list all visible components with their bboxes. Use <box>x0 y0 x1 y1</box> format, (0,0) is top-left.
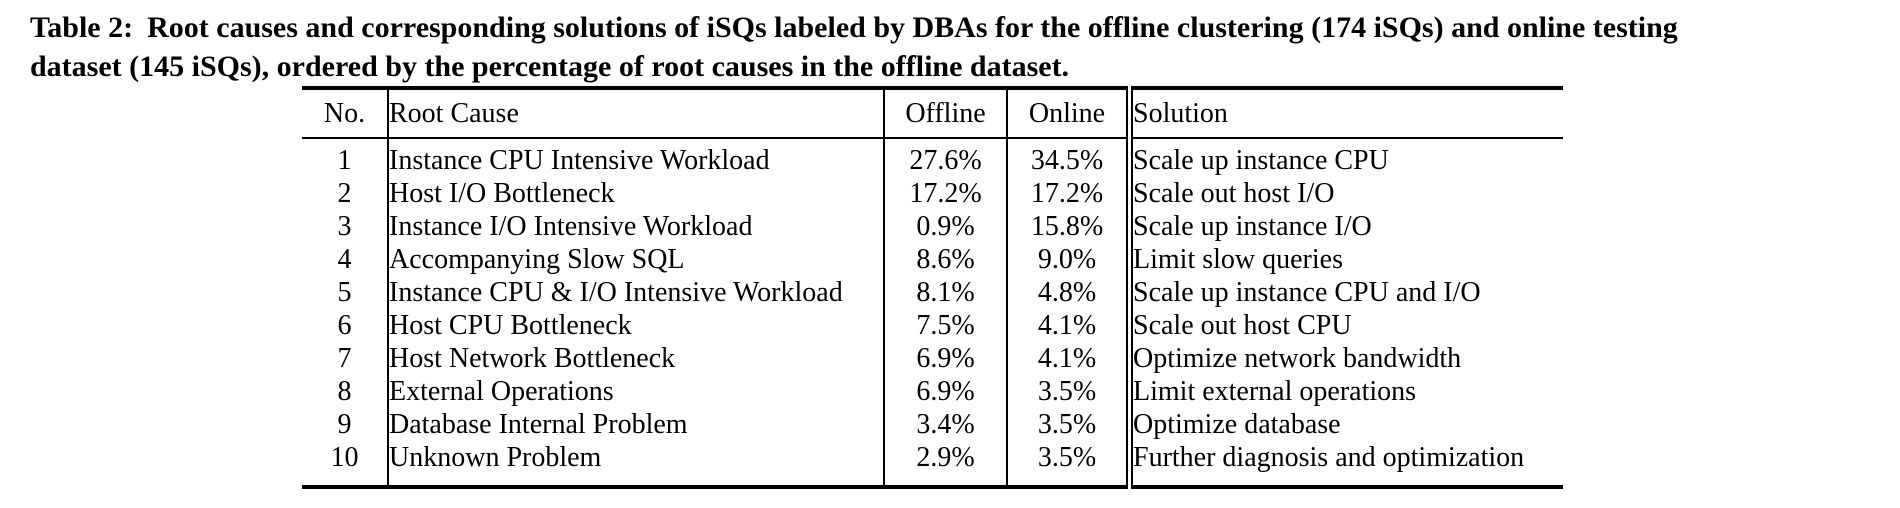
table-row: 8 External Operations 6.9% 3.5% Limit ex… <box>302 375 1563 408</box>
cell-solution: Limit external operations <box>1133 376 1417 407</box>
cell-solution: Further diagnosis and optimization <box>1133 442 1525 473</box>
cell-solution: Limit slow queries <box>1133 244 1343 275</box>
cell-solution: Scale out host I/O <box>1133 178 1335 209</box>
cell-online: 3.5% <box>1007 375 1133 408</box>
cell-online: 4.1% <box>1007 342 1133 375</box>
header-offline: Offline <box>884 88 1008 139</box>
cell-root-cause: Database Internal Problem <box>388 408 885 441</box>
table-header: No. Root Cause Offline Online Solution <box>302 88 1563 139</box>
cell-offline: 6.9% <box>884 375 1008 408</box>
cell-no: 4 <box>302 243 389 276</box>
table-caption: Table 2: Root causes and corresponding so… <box>30 8 1678 86</box>
table-row: 6 Host CPU Bottleneck 7.5% 4.1% Scale ou… <box>302 309 1563 342</box>
cell-online: 17.2% <box>1007 177 1133 210</box>
cell-online: 4.8% <box>1007 276 1133 309</box>
cell-solution: Scale up instance CPU <box>1133 145 1389 176</box>
cell-online: 3.5% <box>1007 441 1133 487</box>
cell-root-cause: Instance CPU Intensive Workload <box>388 138 885 177</box>
cell-no: 5 <box>302 276 389 309</box>
cell-solution: Scale up instance CPU and I/O <box>1133 277 1481 308</box>
caption-line-2: dataset (145 iSQs), ordered by the perce… <box>30 50 1070 83</box>
cell-offline: 8.1% <box>884 276 1008 309</box>
cell-no: 1 <box>302 138 389 177</box>
header-row: No. Root Cause Offline Online Solution <box>302 88 1563 139</box>
cell-online: 3.5% <box>1007 408 1133 441</box>
root-cause-solution-table: No. Root Cause Offline Online Solution 1… <box>302 86 1563 489</box>
table-row: 10 Unknown Problem 2.9% 3.5% Further dia… <box>302 441 1563 487</box>
cell-offline: 17.2% <box>884 177 1008 210</box>
cell-root-cause: Accompanying Slow SQL <box>388 243 885 276</box>
table-row: 9 Database Internal Problem 3.4% 3.5% Op… <box>302 408 1563 441</box>
cell-offline: 0.9% <box>884 210 1008 243</box>
cell-offline: 2.9% <box>884 441 1008 487</box>
cell-no: 10 <box>302 441 389 487</box>
cell-online: 9.0% <box>1007 243 1133 276</box>
cell-offline: 7.5% <box>884 309 1008 342</box>
cell-offline: 6.9% <box>884 342 1008 375</box>
caption-text-1: Root causes and corresponding solutions … <box>147 11 1678 44</box>
cell-solution: Optimize database <box>1133 409 1341 440</box>
cell-root-cause: Instance CPU & I/O Intensive Workload <box>388 276 885 309</box>
cell-online: 4.1% <box>1007 309 1133 342</box>
header-online: Online <box>1007 88 1133 139</box>
table-row: 1 Instance CPU Intensive Workload 27.6% … <box>302 138 1563 177</box>
table-row: 2 Host I/O Bottleneck 17.2% 17.2% Scale … <box>302 177 1563 210</box>
table-row: 7 Host Network Bottleneck 6.9% 4.1% Opti… <box>302 342 1563 375</box>
cell-online: 34.5% <box>1007 138 1133 177</box>
header-no: No. <box>302 88 389 139</box>
caption-label: Table 2: <box>30 11 134 44</box>
cell-online: 15.8% <box>1007 210 1133 243</box>
header-solution: Solution <box>1129 88 1563 139</box>
cell-offline: 27.6% <box>884 138 1008 177</box>
cell-offline: 8.6% <box>884 243 1008 276</box>
cell-no: 2 <box>302 177 389 210</box>
cell-root-cause: Unknown Problem <box>388 441 885 487</box>
cell-no: 8 <box>302 375 389 408</box>
table-body: 1 Instance CPU Intensive Workload 27.6% … <box>302 138 1563 487</box>
cell-no: 7 <box>302 342 389 375</box>
cell-solution: Optimize network bandwidth <box>1133 343 1462 374</box>
header-root-cause: Root Cause <box>388 88 885 139</box>
table-row: 5 Instance CPU & I/O Intensive Workload … <box>302 276 1563 309</box>
table-row: 3 Instance I/O Intensive Workload 0.9% 1… <box>302 210 1563 243</box>
cell-root-cause: Host CPU Bottleneck <box>388 309 885 342</box>
cell-no: 3 <box>302 210 389 243</box>
cell-root-cause: Host I/O Bottleneck <box>388 177 885 210</box>
cell-no: 9 <box>302 408 389 441</box>
cell-root-cause: External Operations <box>388 375 885 408</box>
caption-line-1: Table 2: Root causes and corresponding so… <box>30 8 1678 47</box>
cell-root-cause: Host Network Bottleneck <box>388 342 885 375</box>
cell-no: 6 <box>302 309 389 342</box>
cell-solution: Scale up instance I/O <box>1133 211 1372 242</box>
cell-offline: 3.4% <box>884 408 1008 441</box>
cell-root-cause: Instance I/O Intensive Workload <box>388 210 885 243</box>
table-row: 4 Accompanying Slow SQL 8.6% 9.0% Limit … <box>302 243 1563 276</box>
cell-solution: Scale out host CPU <box>1133 310 1352 341</box>
